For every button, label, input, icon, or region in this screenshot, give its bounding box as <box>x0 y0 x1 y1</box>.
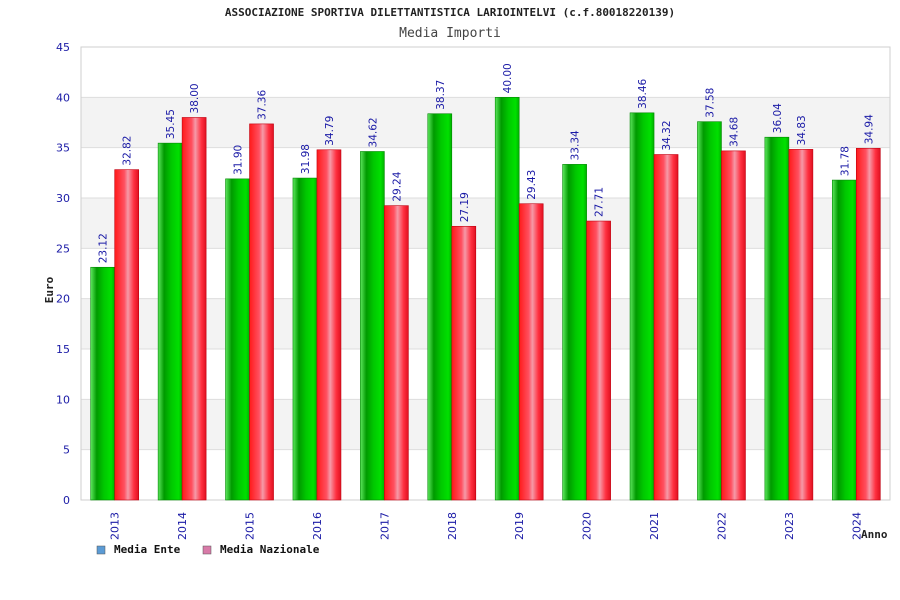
bar-media-nazionale-2021 <box>653 154 679 501</box>
y-tick-label: 15 <box>56 343 70 356</box>
data-label-media-nazionale-2020: 27.71 <box>594 187 606 217</box>
data-label-media-ente-2014: 35.45 <box>165 109 177 139</box>
data-labels: 23.12 32.82 35.45 38.00 31.90 37.36 31.98 34.79… <box>98 63 876 263</box>
bar-media-nazionale-2024 <box>855 147 881 501</box>
data-label-media-ente-2013: 23.12 <box>98 233 110 263</box>
data-label-media-ente-2021: 38.46 <box>637 78 649 108</box>
y-axis-ticks: 0 5 10 15 20 25 30 35 40 45 <box>56 41 70 507</box>
x-tick-label-2016: 2016 <box>311 512 324 540</box>
plot-frame <box>80 46 891 501</box>
x-tick-label-2024: 2024 <box>850 512 863 540</box>
bar-media-ente-2024 <box>831 179 857 501</box>
x-tick-label-2023: 2023 <box>783 512 796 540</box>
data-label-media-ente-2019: 40.00 <box>502 63 514 93</box>
x-axis-label: Anno <box>861 528 888 541</box>
legend-label-media-ente: Media Ente <box>114 543 181 556</box>
grid-band <box>81 298 890 349</box>
bar-media-nazionale-2014 <box>181 117 207 501</box>
chart-title: ASSOCIAZIONE SPORTIVA DILETTANTISTICA LA… <box>225 6 675 19</box>
y-axis-label: Euro <box>43 276 56 303</box>
bar-media-nazionale-2019 <box>518 203 544 501</box>
bar-media-nazionale-2018 <box>451 225 477 501</box>
x-tick-label-2015: 2015 <box>244 512 257 540</box>
data-label-media-ente-2017: 34.62 <box>367 117 379 147</box>
data-label-media-nazionale-2016: 34.79 <box>324 116 336 146</box>
data-label-media-nazionale-2013: 32.82 <box>122 136 134 166</box>
data-label-media-nazionale-2023: 34.83 <box>796 115 808 145</box>
y-tick-label: 35 <box>56 142 70 155</box>
y-tick-label: 25 <box>56 242 70 255</box>
bar-media-ente-2014 <box>157 142 183 501</box>
x-tick-label-2013: 2013 <box>109 512 122 540</box>
bar-media-ente-2016 <box>292 177 318 501</box>
y-tick-label: 30 <box>56 192 70 205</box>
data-label-media-nazionale-2024: 34.94 <box>863 114 875 144</box>
bar-media-ente-2020 <box>562 164 587 501</box>
bar-media-nazionale-2022 <box>721 150 746 501</box>
grid-band <box>81 198 890 249</box>
data-label-media-nazionale-2022: 34.68 <box>728 117 740 147</box>
bars <box>90 97 881 501</box>
bar-media-nazionale-2023 <box>788 149 814 501</box>
y-tick-label: 40 <box>56 91 70 104</box>
bar-media-ente-2019 <box>494 97 520 501</box>
data-label-media-nazionale-2021: 34.32 <box>661 120 673 150</box>
grid-band <box>81 399 890 450</box>
x-tick-label-2020: 2020 <box>581 512 594 540</box>
data-label-media-ente-2016: 31.98 <box>300 144 312 174</box>
data-label-media-nazionale-2014: 38.00 <box>189 83 201 113</box>
y-tick-label: 10 <box>56 393 70 406</box>
x-tick-label-2019: 2019 <box>513 512 526 540</box>
data-label-media-ente-2020: 33.34 <box>570 130 582 160</box>
bar-media-ente-2018 <box>427 113 453 501</box>
data-label-media-ente-2018: 38.37 <box>435 80 447 110</box>
data-label-media-nazionale-2015: 37.36 <box>257 90 269 120</box>
bar-media-nazionale-2013 <box>114 169 140 501</box>
bar-media-ente-2022 <box>697 121 722 501</box>
data-label-media-nazionale-2017: 29.24 <box>391 171 403 201</box>
bar-media-nazionale-2017 <box>384 205 409 501</box>
x-tick-label-2014: 2014 <box>176 512 189 540</box>
data-label-media-nazionale-2019: 29.43 <box>526 170 538 200</box>
x-tick-label-2018: 2018 <box>446 512 459 540</box>
x-tick-label-2022: 2022 <box>715 512 728 540</box>
grid-band <box>81 97 890 148</box>
bar-media-nazionale-2020 <box>586 220 611 501</box>
data-label-media-nazionale-2018: 27.19 <box>459 192 471 222</box>
data-label-media-ente-2022: 37.58 <box>704 88 716 118</box>
bar-media-nazionale-2015 <box>249 123 274 501</box>
bar-media-ente-2017 <box>360 151 385 501</box>
bar-media-ente-2013 <box>90 266 116 501</box>
legend-swatch-media-nazionale <box>202 545 212 555</box>
bar-media-ente-2021 <box>629 112 655 501</box>
y-tick-label: 20 <box>56 293 70 306</box>
data-label-media-ente-2024: 31.78 <box>839 146 851 176</box>
gridlines <box>80 46 891 501</box>
y-tick-label: 45 <box>56 41 70 54</box>
legend-swatch-media-ente <box>96 545 106 555</box>
bar-media-nazionale-2016 <box>316 149 342 501</box>
y-tick-label: 0 <box>63 494 70 507</box>
legend-label-media-nazionale: Media Nazionale <box>220 543 320 556</box>
bar-media-ente-2015 <box>225 178 250 501</box>
data-label-media-ente-2015: 31.90 <box>233 145 245 175</box>
data-label-media-ente-2023: 36.04 <box>772 103 784 133</box>
x-axis-ticks: 2013 2014 2015 2016 2017 2018 2019 2020 2021 2022… <box>109 512 864 540</box>
plot-area <box>81 47 890 500</box>
x-tick-label-2017: 2017 <box>378 512 391 540</box>
bar-media-ente-2023 <box>764 136 790 501</box>
y-tick-label: 5 <box>63 444 70 457</box>
chart-subtitle: Media Importi <box>399 26 501 41</box>
x-tick-label-2021: 2021 <box>648 512 661 540</box>
legend: Media Ente Media Nazionale <box>96 543 320 556</box>
